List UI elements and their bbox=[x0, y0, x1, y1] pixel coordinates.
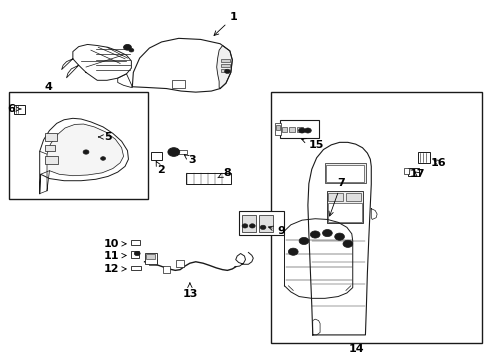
Circle shape bbox=[167, 148, 179, 156]
Circle shape bbox=[242, 224, 247, 228]
Bar bbox=[297, 127, 303, 132]
Polygon shape bbox=[73, 44, 131, 80]
Bar bbox=[289, 127, 295, 132]
Bar bbox=[144, 253, 157, 264]
Circle shape bbox=[249, 224, 255, 228]
Circle shape bbox=[310, 231, 320, 238]
Polygon shape bbox=[132, 39, 232, 92]
Bar bbox=[14, 105, 25, 114]
Polygon shape bbox=[307, 142, 370, 335]
Bar bbox=[172, 80, 184, 88]
Polygon shape bbox=[216, 45, 232, 89]
Text: 7: 7 bbox=[328, 178, 345, 216]
Polygon shape bbox=[118, 74, 132, 87]
Circle shape bbox=[334, 233, 344, 240]
Text: 15: 15 bbox=[301, 139, 324, 150]
Text: 6: 6 bbox=[7, 104, 21, 114]
Bar bbox=[271, 92, 481, 343]
Circle shape bbox=[322, 229, 331, 237]
Circle shape bbox=[299, 237, 308, 244]
Polygon shape bbox=[47, 124, 123, 191]
Bar bbox=[131, 266, 141, 270]
Bar bbox=[146, 253, 155, 259]
Circle shape bbox=[288, 248, 298, 255]
Bar bbox=[238, 211, 283, 234]
Bar bbox=[345, 193, 360, 201]
Text: 3: 3 bbox=[184, 155, 195, 165]
Bar bbox=[221, 64, 229, 67]
Polygon shape bbox=[370, 209, 376, 220]
Bar bbox=[407, 168, 418, 176]
Polygon shape bbox=[40, 118, 128, 194]
Text: 8: 8 bbox=[217, 168, 230, 178]
Bar bbox=[149, 259, 157, 265]
Circle shape bbox=[134, 251, 140, 256]
Text: 4: 4 bbox=[44, 82, 52, 93]
Bar bbox=[151, 152, 161, 160]
Bar bbox=[44, 134, 57, 140]
Bar bbox=[259, 215, 272, 232]
Bar bbox=[9, 92, 148, 199]
Bar bbox=[185, 173, 230, 184]
Text: 13: 13 bbox=[182, 283, 197, 299]
Text: 11: 11 bbox=[104, 251, 126, 261]
Circle shape bbox=[298, 128, 305, 133]
Bar bbox=[417, 152, 429, 163]
Circle shape bbox=[123, 44, 131, 50]
Circle shape bbox=[342, 240, 352, 247]
Text: 2: 2 bbox=[156, 161, 164, 175]
Text: 5: 5 bbox=[98, 132, 112, 142]
Text: 14: 14 bbox=[348, 344, 364, 354]
Bar bbox=[281, 127, 287, 132]
Bar bbox=[131, 240, 140, 245]
Bar bbox=[279, 120, 318, 138]
Circle shape bbox=[101, 157, 105, 160]
Circle shape bbox=[170, 150, 176, 154]
Circle shape bbox=[224, 69, 230, 73]
Bar bbox=[274, 123, 280, 135]
Bar bbox=[176, 260, 183, 267]
Text: 16: 16 bbox=[430, 158, 446, 168]
Polygon shape bbox=[284, 219, 352, 298]
Bar bbox=[328, 193, 342, 201]
Text: 9: 9 bbox=[268, 226, 285, 236]
Text: 12: 12 bbox=[104, 264, 126, 274]
Circle shape bbox=[83, 150, 89, 154]
Text: 10: 10 bbox=[104, 239, 126, 249]
Circle shape bbox=[129, 48, 134, 52]
Circle shape bbox=[260, 225, 265, 229]
Bar bbox=[325, 163, 366, 183]
Bar bbox=[162, 266, 170, 273]
Bar bbox=[44, 145, 55, 151]
Text: 17: 17 bbox=[408, 168, 424, 179]
Bar bbox=[326, 165, 364, 182]
Text: 1: 1 bbox=[214, 12, 237, 35]
Bar bbox=[44, 156, 58, 164]
Bar bbox=[328, 203, 361, 222]
Polygon shape bbox=[312, 319, 320, 335]
Bar bbox=[221, 59, 229, 62]
Bar bbox=[241, 215, 256, 232]
Bar bbox=[404, 168, 408, 174]
Circle shape bbox=[304, 128, 311, 133]
Bar bbox=[327, 192, 362, 223]
Bar bbox=[178, 150, 186, 154]
Bar bbox=[131, 251, 139, 258]
Bar bbox=[221, 69, 225, 72]
Bar bbox=[275, 126, 279, 130]
